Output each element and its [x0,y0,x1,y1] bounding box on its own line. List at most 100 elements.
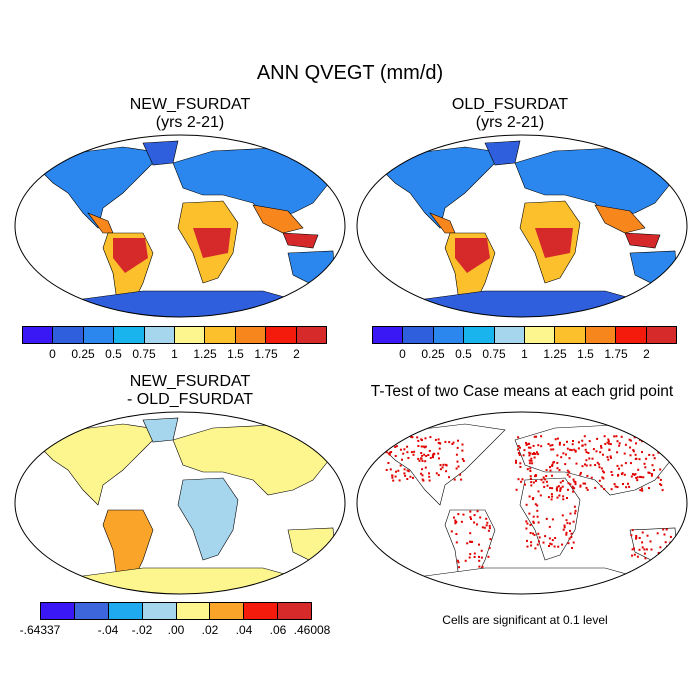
significant-cell [556,467,559,470]
significant-cell [480,549,483,552]
colorbar-tick-label: .06 [269,623,287,637]
significant-cell [551,495,554,498]
significant-cell [629,446,632,449]
south-asia-region [594,204,646,234]
significant-cell [470,518,472,520]
significant-cell [469,516,472,519]
significant-cell [515,488,518,491]
significant-cell [480,556,483,559]
significant-cell [528,512,531,515]
significant-cell [571,485,574,488]
landmass-indonesia [624,232,661,249]
significant-cell [538,536,541,539]
significant-cell [429,436,432,439]
significant-cell [581,439,584,442]
colorbar-cell [74,603,109,619]
significant-cell [674,548,677,551]
colorbar-cell [433,327,465,343]
significant-cell [525,520,528,523]
significant-cell [641,440,644,443]
significant-cell [550,498,553,501]
colorbar-tick-label: 1.75 [604,347,628,361]
significant-cell [551,518,554,521]
significant-cell [567,488,569,491]
significant-cell [457,439,459,442]
significant-cell [540,478,543,481]
significant-cell [549,487,552,489]
colorbar-old-labels: 0 0.25 0.5 0.75 1 1.25 1.5 1.75 2 [372,347,677,363]
significant-cell [537,453,540,456]
significant-cell [635,536,638,539]
significant-cell [537,490,540,493]
significant-cell [481,526,484,529]
significant-cell [545,480,548,483]
colorbar-tick-label: 0 [399,347,406,361]
significant-cell [631,548,634,551]
significant-cell [542,541,545,544]
significant-cell [570,449,573,452]
significant-cell [571,443,574,446]
significant-cell [454,519,457,522]
colorbar-new [22,326,327,344]
colorbar-tick-label: 1.5 [227,347,244,361]
significant-cell [618,444,621,447]
significant-cell [448,441,451,444]
significant-cell [581,465,584,468]
significant-cell [556,489,558,492]
significant-cell [528,459,531,462]
significant-cell [563,526,566,529]
significant-cell [604,442,607,445]
significant-cell [533,533,536,536]
significant-cell [556,454,559,457]
significant-cell [460,478,463,481]
significant-cell [569,522,571,525]
significant-cell [566,469,569,472]
panel-title-new: NEW_FSURDAT (yrs 2-21) [40,96,340,132]
significant-cell [562,498,565,501]
significant-cell [529,477,532,480]
significant-cell [431,454,434,457]
colorbar-tick-label: 1 [521,347,528,361]
significant-cell [455,541,458,544]
significant-cell [529,446,532,449]
significant-cell [548,525,551,528]
significant-cell [638,458,641,461]
significant-cell [399,437,402,440]
significant-cell [406,469,409,472]
significant-cell [418,459,421,462]
colorbar-tick-label: 2 [643,347,650,361]
significant-cell [455,453,458,456]
significant-cell [544,535,547,538]
significant-cell [621,472,624,475]
significant-cell [417,445,420,447]
significant-cell [528,454,531,457]
significant-cell [573,487,576,490]
significant-cell [456,460,459,463]
significant-cell [627,482,629,485]
landmass-north-america [32,423,164,506]
colorbar-cell [585,327,617,343]
significant-cell [403,472,406,475]
significant-cell [518,453,521,456]
significant-cell [485,524,488,527]
significant-cell [461,443,464,446]
significant-cell [641,451,643,454]
significant-cell [591,457,594,460]
significant-cell [568,475,571,478]
significant-cell [487,555,490,558]
significant-cell [606,456,609,459]
amazon-region [455,238,490,273]
colorbar-tick-label: .00 [167,623,185,637]
colorbar-tick-label: 2 [293,347,300,361]
significant-cell [572,478,575,481]
significant-cell [421,468,424,471]
significant-cell [526,522,529,525]
significant-cell [425,455,428,457]
colorbar-cell [205,327,236,343]
significant-cell [413,450,416,453]
colorbar-tick-label: 1.75 [254,347,278,361]
significant-cell [566,440,568,443]
significant-cell [644,557,647,560]
significant-cell [385,469,388,471]
significant-cell [596,461,599,464]
